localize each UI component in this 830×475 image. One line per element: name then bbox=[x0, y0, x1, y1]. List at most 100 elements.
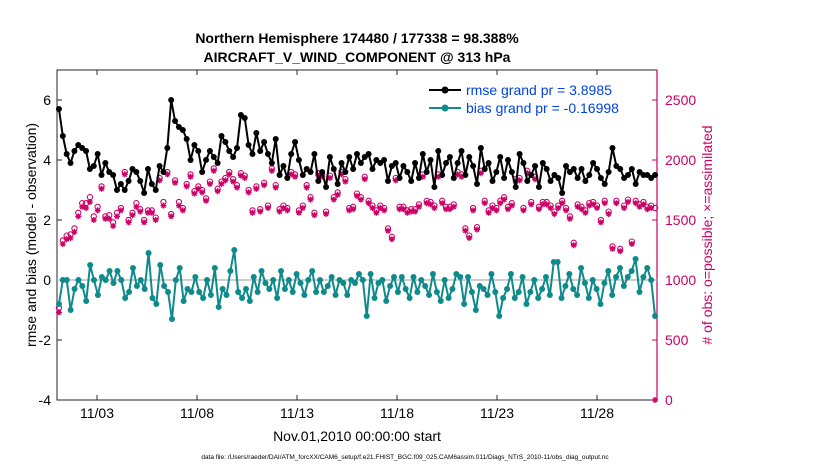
rmse-point bbox=[423, 169, 430, 175]
bias-point bbox=[578, 265, 585, 271]
rmse-point bbox=[63, 151, 70, 157]
obs-assimilated-point bbox=[338, 171, 345, 178]
rmse-point bbox=[489, 178, 496, 184]
obs-assimilated-point bbox=[450, 203, 457, 210]
rmse-point bbox=[226, 148, 233, 154]
bias-point bbox=[129, 265, 136, 271]
obs-assimilated-point bbox=[280, 205, 287, 211]
y-tick-label-right: 1000 bbox=[665, 272, 696, 288]
obs-assimilated-point bbox=[528, 201, 535, 208]
obs-assimilated-point bbox=[199, 189, 206, 196]
bias-point bbox=[539, 286, 546, 292]
y-tick-label-left: 0 bbox=[43, 272, 51, 288]
rmse-point bbox=[315, 178, 322, 184]
bias-point bbox=[137, 277, 144, 283]
bias-point bbox=[535, 295, 542, 301]
obs-assimilated-point bbox=[257, 208, 264, 215]
rmse-point bbox=[288, 151, 295, 157]
obs-assimilated-point bbox=[427, 201, 434, 208]
obs-assimilated-point bbox=[481, 200, 488, 207]
obs-assimilated-point bbox=[156, 177, 163, 184]
obs-assimilated-point bbox=[624, 199, 631, 205]
obs-assimilated-point bbox=[470, 207, 477, 214]
obs-assimilated-point bbox=[458, 173, 465, 180]
obs-assimilated-point bbox=[288, 171, 295, 178]
rmse-point bbox=[466, 154, 473, 160]
rmse-point bbox=[284, 175, 291, 181]
rmse-point bbox=[555, 175, 562, 181]
obs-assimilated-point bbox=[404, 209, 411, 216]
rmse-point bbox=[543, 166, 550, 172]
bias-point bbox=[211, 265, 218, 271]
rmse-point bbox=[601, 181, 608, 187]
obs-assimilated-point bbox=[144, 209, 151, 216]
obs-assimilated-point bbox=[369, 205, 376, 211]
bias-point bbox=[55, 301, 62, 307]
rmse-point bbox=[396, 175, 403, 181]
obs-assimilated-point bbox=[477, 170, 484, 177]
rmse-point bbox=[114, 187, 120, 193]
rmse-point bbox=[125, 178, 132, 184]
obs-assimilated-point bbox=[354, 193, 360, 199]
rmse-point bbox=[497, 154, 504, 160]
obs-assimilated-point bbox=[454, 171, 461, 178]
x-tick-label: 11/08 bbox=[180, 405, 214, 421]
bias-point bbox=[293, 271, 300, 277]
bias-point bbox=[118, 277, 125, 283]
obs-assimilated-point bbox=[566, 215, 573, 222]
obs-assimilated-point bbox=[621, 205, 628, 211]
bias-point bbox=[176, 265, 183, 271]
y-tick-label-left: -2 bbox=[39, 332, 52, 348]
obs-assimilated-point bbox=[98, 185, 105, 192]
y-tick-label-right: 500 bbox=[665, 332, 689, 348]
rmse-point bbox=[632, 181, 639, 187]
obs-assimilated-point bbox=[555, 205, 562, 211]
rmse-point bbox=[210, 154, 217, 160]
rmse-point bbox=[214, 160, 221, 166]
rmse-point bbox=[652, 172, 659, 178]
obs-assimilated-point bbox=[55, 309, 62, 316]
rmse-point bbox=[338, 160, 345, 166]
bias-point bbox=[371, 295, 378, 301]
rmse-point bbox=[137, 178, 144, 184]
obs-assimilated-point bbox=[346, 207, 353, 214]
rmse-point bbox=[330, 166, 337, 172]
rmse-point bbox=[365, 151, 372, 157]
rmse-point bbox=[474, 181, 480, 187]
bias-point bbox=[562, 283, 569, 289]
bias-point bbox=[523, 301, 530, 307]
obs-assimilated-point bbox=[396, 206, 403, 213]
bias-point bbox=[468, 289, 475, 295]
obs-assimilated-point bbox=[543, 201, 550, 208]
obs-assimilated-point bbox=[652, 397, 659, 403]
bias-point bbox=[418, 277, 425, 283]
bias-point bbox=[558, 295, 565, 301]
bias-point bbox=[110, 280, 117, 286]
bias-point bbox=[480, 286, 487, 292]
rmse-point bbox=[67, 160, 74, 166]
rmse-point bbox=[501, 175, 508, 181]
obs-assimilated-point bbox=[206, 181, 213, 187]
obs-assimilated-point bbox=[319, 173, 326, 180]
obs-assimilated-point bbox=[210, 167, 217, 174]
obs-assimilated-point bbox=[493, 207, 500, 214]
bias-point bbox=[402, 286, 409, 292]
obs-assimilated-point bbox=[63, 236, 70, 243]
rmse-point bbox=[342, 169, 349, 175]
rmse-point bbox=[446, 154, 453, 160]
rmse-point bbox=[590, 160, 597, 166]
rmse-point bbox=[117, 181, 124, 187]
x-tick-label: 11/18 bbox=[380, 405, 414, 421]
rmse-point bbox=[628, 166, 635, 172]
bias-point bbox=[274, 295, 281, 301]
rmse-point bbox=[191, 142, 198, 148]
y-tick-label-left: 4 bbox=[43, 152, 51, 168]
obs-assimilated-point bbox=[191, 190, 198, 197]
obs-assimilated-point bbox=[632, 200, 639, 207]
bias-point bbox=[102, 277, 109, 283]
obs-assimilated-point bbox=[586, 202, 593, 209]
rmse-point bbox=[172, 118, 179, 124]
bias-point bbox=[398, 274, 405, 280]
rmse-point bbox=[419, 151, 426, 157]
bias-point bbox=[165, 289, 172, 295]
